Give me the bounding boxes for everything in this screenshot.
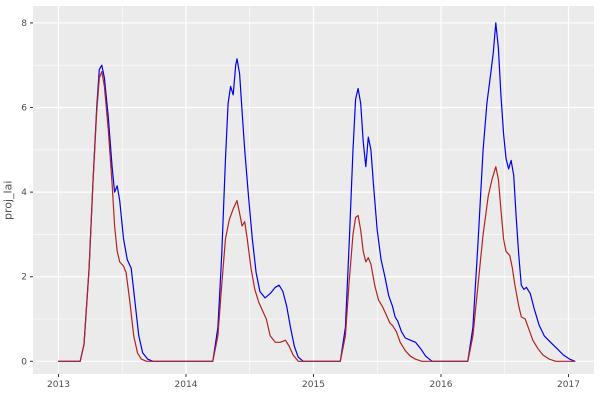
x-tick-label: 2013 [47,380,70,390]
y-tick-label: 2 [21,273,27,283]
y-tick-label: 8 [21,19,27,29]
series-line-darkred-projection [57,71,576,362]
x-tick-label: 2017 [557,380,580,390]
y-tick-label: 4 [21,188,27,198]
y-tick-label: 6 [21,104,27,114]
y-tick-label: 0 [21,357,27,367]
x-tick-label: 2016 [430,380,453,390]
x-tick-label: 2015 [302,380,325,390]
series-line-blue-projection [57,22,576,362]
x-tick-label: 2014 [175,380,198,390]
y-axis-title: proj_lai [1,180,15,220]
